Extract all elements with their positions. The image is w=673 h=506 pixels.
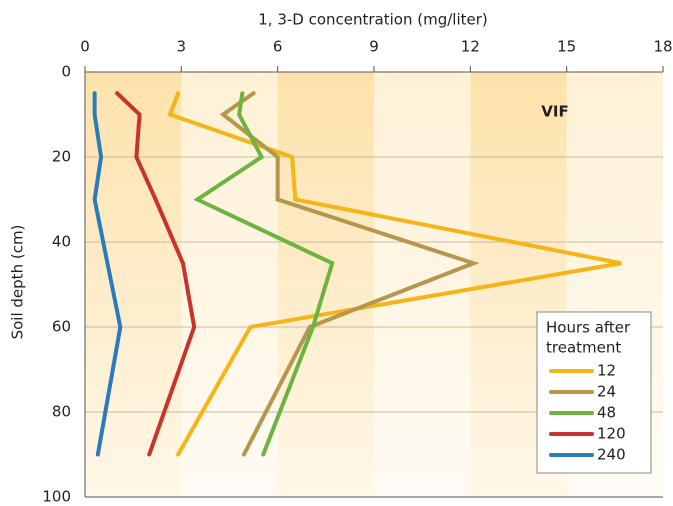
y-tick-label: 80 <box>52 403 71 421</box>
x-tick-label: 12 <box>461 38 480 56</box>
y-tick-label: 20 <box>52 148 71 166</box>
annotation: VIF <box>541 103 568 121</box>
series-line <box>193 91 335 457</box>
legend-label: 12 <box>597 362 616 380</box>
x-tick-label: 3 <box>177 38 187 56</box>
x-tick-label: 9 <box>369 38 379 56</box>
x-tick-label: 6 <box>273 38 283 56</box>
y-tick-label: 60 <box>52 318 71 336</box>
series-line <box>115 91 197 457</box>
legend-title: treatment <box>546 339 621 357</box>
y-tick-label: 40 <box>52 233 71 251</box>
legend-label: 240 <box>597 446 626 464</box>
y-tick-label: 100 <box>42 488 71 506</box>
series-line <box>167 91 622 457</box>
legend-label: 48 <box>597 404 616 422</box>
x-axis-label: 1, 3-D concentration (mg/liter) <box>258 11 488 29</box>
x-tick-label: 0 <box>80 38 90 56</box>
legend-label: 120 <box>597 425 626 443</box>
series-line <box>92 91 123 457</box>
y-axis-label: Soil depth (cm) <box>9 225 27 340</box>
x-tick-label: 18 <box>653 38 672 56</box>
x-tick-label: 15 <box>557 38 576 56</box>
legend-title: Hours after <box>546 319 631 337</box>
y-tick-label: 0 <box>61 63 71 81</box>
series-line <box>219 91 480 457</box>
legend-label: 24 <box>597 383 616 401</box>
